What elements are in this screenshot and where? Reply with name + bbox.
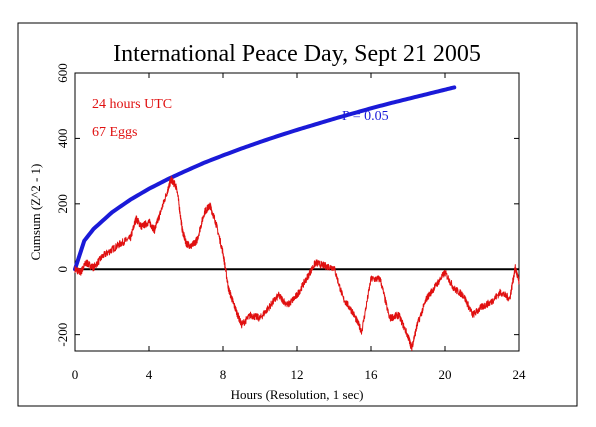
annotation-probability: P = 0.05 [342,109,389,124]
x-tick-label: 0 [72,367,79,382]
series-layer [73,85,520,351]
y-tick-label: 0 [55,266,70,273]
annotation-eggs: 67 Eggs [92,125,138,140]
series-line-cumsum [74,175,520,351]
y-tick-label: 200 [55,194,70,214]
y-tick-label: 600 [55,63,70,83]
chart-title: International Peace Day, Sept 21 2005 [113,41,481,67]
x-tick-label: 16 [365,367,379,382]
x-tick-label: 20 [439,367,452,382]
y-tick-label: 400 [55,129,70,149]
x-axis-label: Hours (Resolution, 1 sec) [231,387,364,402]
series-line-probability [73,85,457,272]
y-axis-label: Cumsum (Z^2 - 1) [28,164,43,261]
x-tick-label: 12 [291,367,304,382]
x-tick-label: 8 [220,367,227,382]
y-tick-label: -200 [55,323,70,347]
x-tick-label: 4 [146,367,153,382]
annotation-period: 24 hours UTC [92,97,172,112]
axis-tick-labels: 0 4 8 12 16 20 24 -200 0 200 400 600 [55,63,526,382]
x-tick-label: 24 [513,367,527,382]
